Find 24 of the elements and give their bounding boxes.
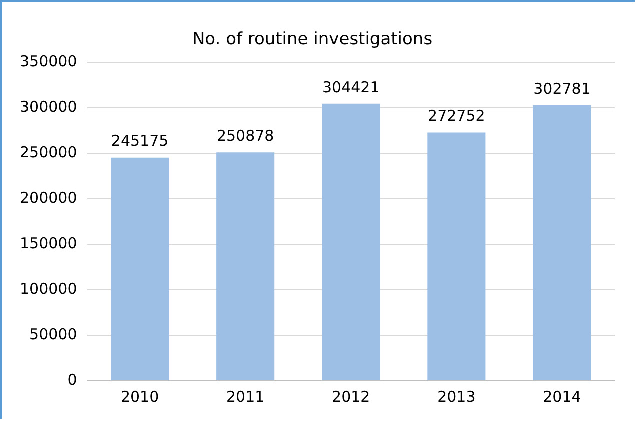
y-tick-label: 200000 <box>20 188 78 207</box>
y-tick-label: 350000 <box>20 52 78 70</box>
y-tick-label: 0 <box>68 370 78 389</box>
y-tick-label: 100000 <box>20 280 78 298</box>
data-label: 250878 <box>216 127 274 146</box>
chart-title: No. of routine investigations <box>192 30 433 50</box>
bar <box>533 105 592 380</box>
x-tick-label: 2013 <box>438 388 476 406</box>
y-tick-label: 50000 <box>30 325 78 344</box>
x-tick-label: 2012 <box>332 388 370 406</box>
data-label: 272752 <box>428 107 486 126</box>
bar <box>216 152 275 380</box>
y-tick-label: 250000 <box>20 143 78 162</box>
data-label: 304421 <box>322 78 380 96</box>
bar <box>322 104 380 380</box>
y-tick-label: 300000 <box>20 98 78 116</box>
x-tick-label: 2010 <box>120 388 160 406</box>
bar <box>428 132 486 380</box>
y-tick-label: 150000 <box>20 234 78 252</box>
data-label: 245175 <box>111 132 169 150</box>
bar <box>111 158 170 380</box>
data-label: 302781 <box>534 80 591 98</box>
x-tick-label: 2014 <box>543 388 582 406</box>
x-tick-label: 2011 <box>226 388 265 406</box>
